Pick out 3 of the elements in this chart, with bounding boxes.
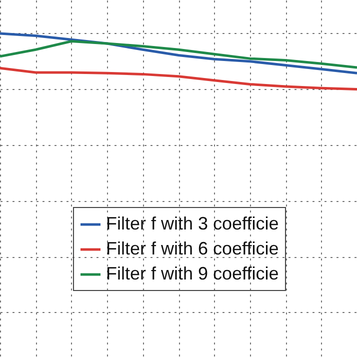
legend-label: Filter f with 9 coefficie: [106, 264, 279, 284]
legend-label: Filter f with 3 coefficie: [106, 214, 279, 234]
legend-label: Filter f with 6 coefficie: [106, 238, 279, 258]
